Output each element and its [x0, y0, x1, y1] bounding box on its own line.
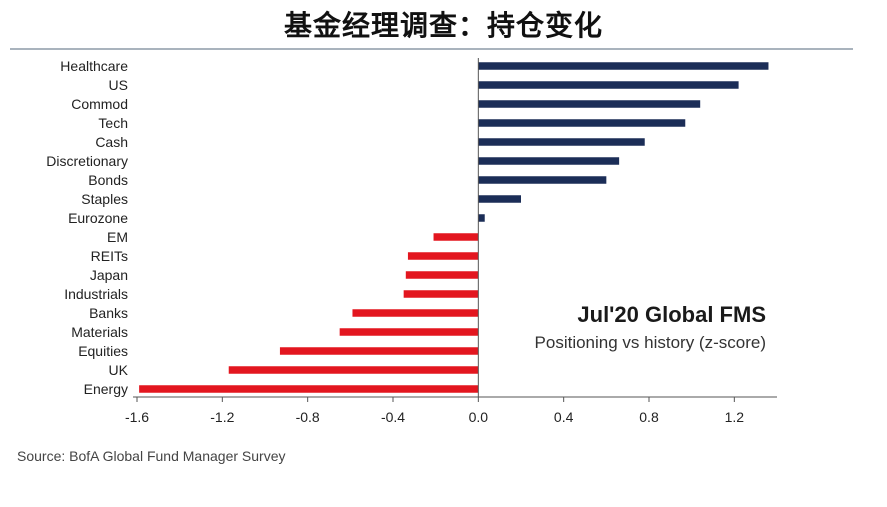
category-label: Discretionary [46, 153, 128, 169]
category-label: Japan [90, 267, 128, 283]
bars-group [139, 62, 769, 393]
category-label: EM [107, 229, 128, 245]
category-label: Cash [95, 134, 128, 150]
title-divider [10, 48, 853, 50]
bar-equities [279, 347, 479, 355]
bar-staples [478, 195, 521, 203]
x-axis: -1.6 -1.2 -0.8 -0.4 0.0 0.4 0.8 1.2 [125, 58, 777, 425]
x-tick-label: -0.8 [296, 409, 320, 425]
bar-materials [339, 328, 479, 336]
bar-reits [407, 252, 479, 260]
chart-title: Jul'20 Global FMS [577, 302, 766, 327]
category-label: Materials [71, 324, 128, 340]
bar-energy [139, 385, 479, 393]
category-label: Staples [81, 191, 128, 207]
bar-bonds [478, 176, 607, 184]
bar-eurozone [478, 214, 485, 222]
category-label: Banks [89, 305, 128, 321]
category-label: Equities [78, 343, 128, 359]
x-tick-label: -1.6 [125, 409, 149, 425]
x-tick-label: 0.4 [554, 409, 574, 425]
bar-uk [228, 366, 479, 374]
x-tick-label: -0.4 [381, 409, 405, 425]
page-title: 基金经理调查：持仓变化 [283, 9, 603, 42]
chart-subtitle: Positioning vs history (z-score) [534, 333, 766, 352]
bar-discretionary [478, 157, 620, 165]
category-label: Bonds [88, 172, 128, 188]
bar-industrials [403, 290, 479, 298]
bar-cash [478, 138, 645, 146]
category-label: Industrials [64, 286, 128, 302]
x-tick-label: -1.2 [210, 409, 234, 425]
category-label: UK [109, 362, 129, 378]
bar-em [433, 233, 479, 241]
category-label: REITs [91, 248, 128, 264]
bar-japan [405, 271, 479, 279]
bar-banks [352, 309, 479, 317]
category-label: US [109, 77, 128, 93]
bar-healthcare [478, 62, 769, 70]
category-label: Tech [98, 115, 128, 131]
x-tick-label: 0.0 [469, 409, 489, 425]
category-label: Healthcare [60, 58, 128, 74]
x-tick-label: 0.8 [639, 409, 659, 425]
category-labels: Healthcare US Commod Tech Cash Discretionary B… [46, 58, 128, 397]
source-note: Source: BofA Global Fund Manager Survey [17, 448, 286, 464]
category-label: Eurozone [68, 210, 128, 226]
category-label: Energy [84, 381, 128, 397]
bar-us [478, 81, 739, 89]
bar-tech [478, 119, 686, 127]
x-tick-label: 1.2 [725, 409, 745, 425]
bar-commod [478, 100, 701, 108]
category-label: Commod [71, 96, 128, 112]
